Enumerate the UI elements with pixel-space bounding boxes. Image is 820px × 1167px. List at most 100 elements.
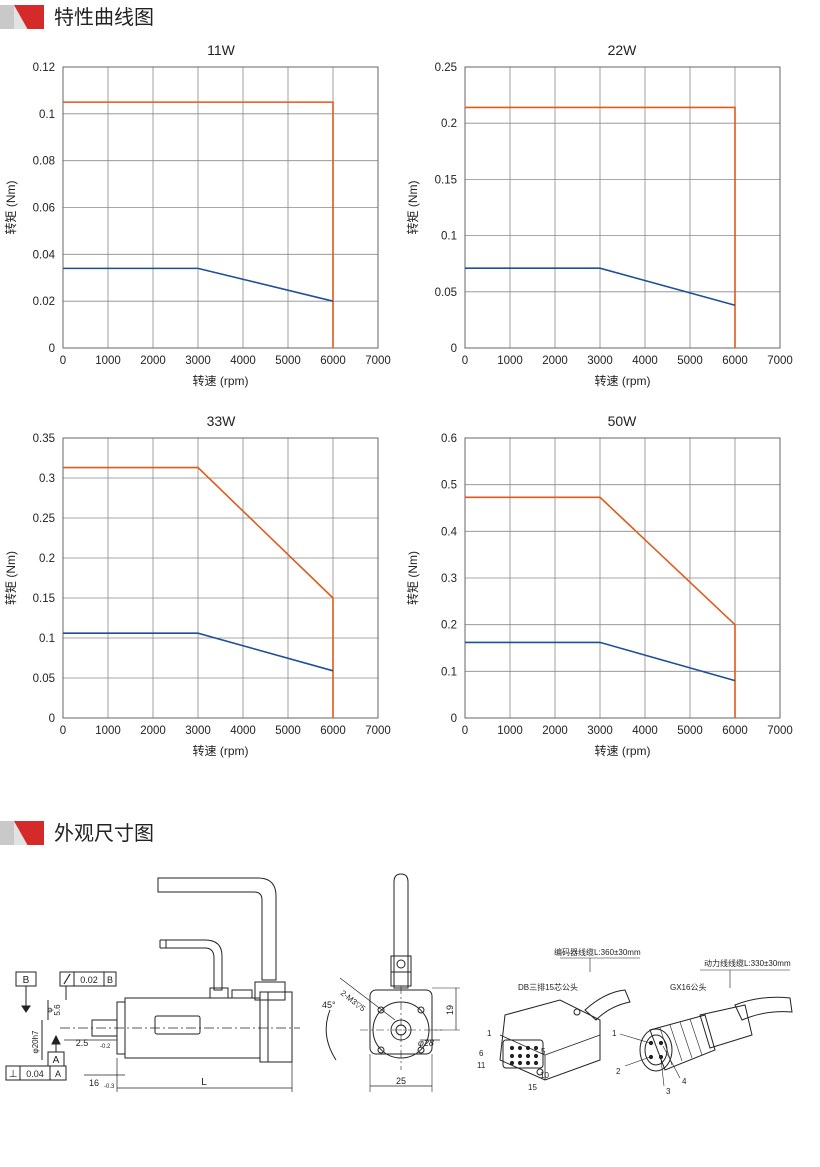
mount-hole (417, 1006, 425, 1014)
peak-torque-line (63, 101, 334, 348)
x-tick-label: 0 (462, 725, 468, 737)
y-tick-label: 0.3 (39, 473, 55, 485)
db-pin (509, 1060, 515, 1066)
chart-title: 33W (207, 413, 237, 429)
x-tick-label: 5000 (275, 725, 301, 737)
shaft-dia-small: φ (45, 1007, 54, 1012)
x-tick-label: 5000 (677, 725, 703, 737)
flange-dim-tol: -0.3 (104, 1084, 115, 1090)
y-tick-label: 0.15 (33, 593, 55, 605)
db-pin (517, 1053, 523, 1059)
db-pin (525, 1053, 531, 1059)
motor-front-view: 45° 2-M3▽5 φ28 19 25 (322, 873, 460, 1092)
step-dim-label: 2.5 (76, 1038, 89, 1048)
dimension-drawing: B 0.02 B φ 5.6 φ20h7 A 2.5 -0.2 ⊥ 0.04 A (5, 873, 793, 1096)
x-tick-label: 5000 (677, 355, 703, 367)
holes-leader (339, 977, 396, 1021)
gx-cable (734, 996, 793, 1021)
header-marker-gray (0, 5, 14, 29)
y-tick-label: 0.6 (441, 433, 457, 445)
x-tick-label: 7000 (365, 725, 391, 737)
encoder-connector-label: DB三排15芯公头 (518, 982, 578, 992)
rear-cover (259, 991, 293, 1063)
db-pin (525, 1045, 531, 1051)
db-pin-label: 5 (541, 1047, 546, 1056)
cable-gland-2 (254, 981, 286, 1001)
power-connector-label: GX16公头 (670, 982, 706, 992)
x-tick-label: 2000 (140, 355, 166, 367)
db-pin-label: 6 (479, 1049, 484, 1058)
datum-a-label: A (53, 1055, 60, 1066)
y-tick-label: 0.25 (435, 62, 457, 74)
gx-pin-leader (619, 1033, 651, 1044)
x-axis-label: 转速 (rpm) (193, 373, 249, 388)
db-pin (517, 1045, 523, 1051)
characteristic-charts: 11W 0 1000 2000 3000 4000 5000 6000 7000 0 0.02 0.0… (3, 42, 793, 758)
gx-pin-leader (660, 1058, 665, 1087)
height-dim-label: 19 (445, 1005, 455, 1015)
motor-side-view: B 0.02 B φ 5.6 φ20h7 A 2.5 -0.2 ⊥ 0.04 A (5, 877, 300, 1092)
runout-value: 0.02 (80, 975, 98, 985)
x-tick-label: 0 (462, 355, 468, 367)
encoder-cable-label: 编码器线缆L:360±30mm (554, 947, 641, 957)
shaft-len-label: 5.6 (53, 1004, 62, 1016)
y-tick-label: 0.15 (435, 174, 457, 186)
x-tick-label: 0 (60, 725, 66, 737)
y-axis-label: 转矩 (Nm) (405, 181, 420, 235)
gx-pin-label: 3 (666, 1087, 671, 1096)
db-pin (509, 1053, 515, 1059)
x-tick-label: 2000 (140, 725, 166, 737)
gx-face (639, 1028, 673, 1072)
header-marker-gray (0, 821, 14, 845)
gx-pin-label: 1 (612, 1029, 617, 1038)
x-tick-label: 4000 (230, 355, 256, 367)
perp-datum: A (55, 1069, 61, 1079)
datum-b-label: B (23, 975, 30, 986)
y-tick-label: 0 (49, 343, 55, 355)
db-pin (525, 1060, 531, 1066)
datum-a-triangle-top (51, 1034, 61, 1045)
db-pin-label: 11 (477, 1061, 486, 1070)
curves-section-header: 特性曲线图 (0, 2, 820, 32)
datum-b-triangle (21, 1005, 31, 1013)
bolt-circle-label: φ28 (418, 1038, 434, 1048)
db-pin-label: 10 (540, 1071, 549, 1080)
x-tick-label: 5000 (275, 355, 301, 367)
y-tick-label: 0 (49, 713, 55, 725)
x-tick-label: 2000 (542, 355, 568, 367)
x-tick-label: 0 (60, 355, 66, 367)
gx-knurl (689, 1018, 703, 1056)
y-tick-label: 0.3 (441, 573, 457, 585)
x-tick-label: 4000 (632, 725, 658, 737)
length-dim-label: L (201, 1077, 207, 1088)
rated-torque-line (63, 632, 334, 672)
y-tick-label: 0.1 (39, 109, 55, 121)
plot-frame (62, 437, 379, 719)
db-pin (533, 1045, 539, 1051)
chart-title: 50W (608, 413, 638, 429)
y-axis-label: 转矩 (Nm) (405, 551, 420, 605)
y-tick-label: 0.2 (39, 553, 55, 565)
perp-frame (5, 1065, 67, 1081)
db-pin (517, 1060, 523, 1066)
db-pin (533, 1053, 539, 1059)
db-face (502, 1039, 544, 1069)
db-cable (584, 989, 631, 1021)
y-tick-label: 0.35 (33, 433, 55, 445)
runout-frame (59, 971, 117, 987)
plot-frame (464, 437, 781, 719)
shaft-dia-label: φ20h7 (31, 1030, 40, 1054)
db-shell-edge (544, 1034, 601, 1056)
y-tick-label: 0.5 (441, 480, 457, 492)
db-pin-label: 15 (528, 1083, 537, 1092)
rated-torque-line (63, 267, 334, 302)
gx-pin-leader (624, 1056, 651, 1067)
angle-arc (325, 1009, 337, 1061)
gx-knurl (669, 1024, 683, 1062)
x-tick-label: 4000 (230, 725, 256, 737)
y-tick-label: 0.25 (33, 513, 55, 525)
front-cable (393, 873, 409, 989)
y-axis-label: 转矩 (Nm) (3, 551, 18, 605)
x-tick-label: 7000 (767, 725, 793, 737)
dimensions-section-header: 外观尺寸图 (0, 818, 820, 848)
